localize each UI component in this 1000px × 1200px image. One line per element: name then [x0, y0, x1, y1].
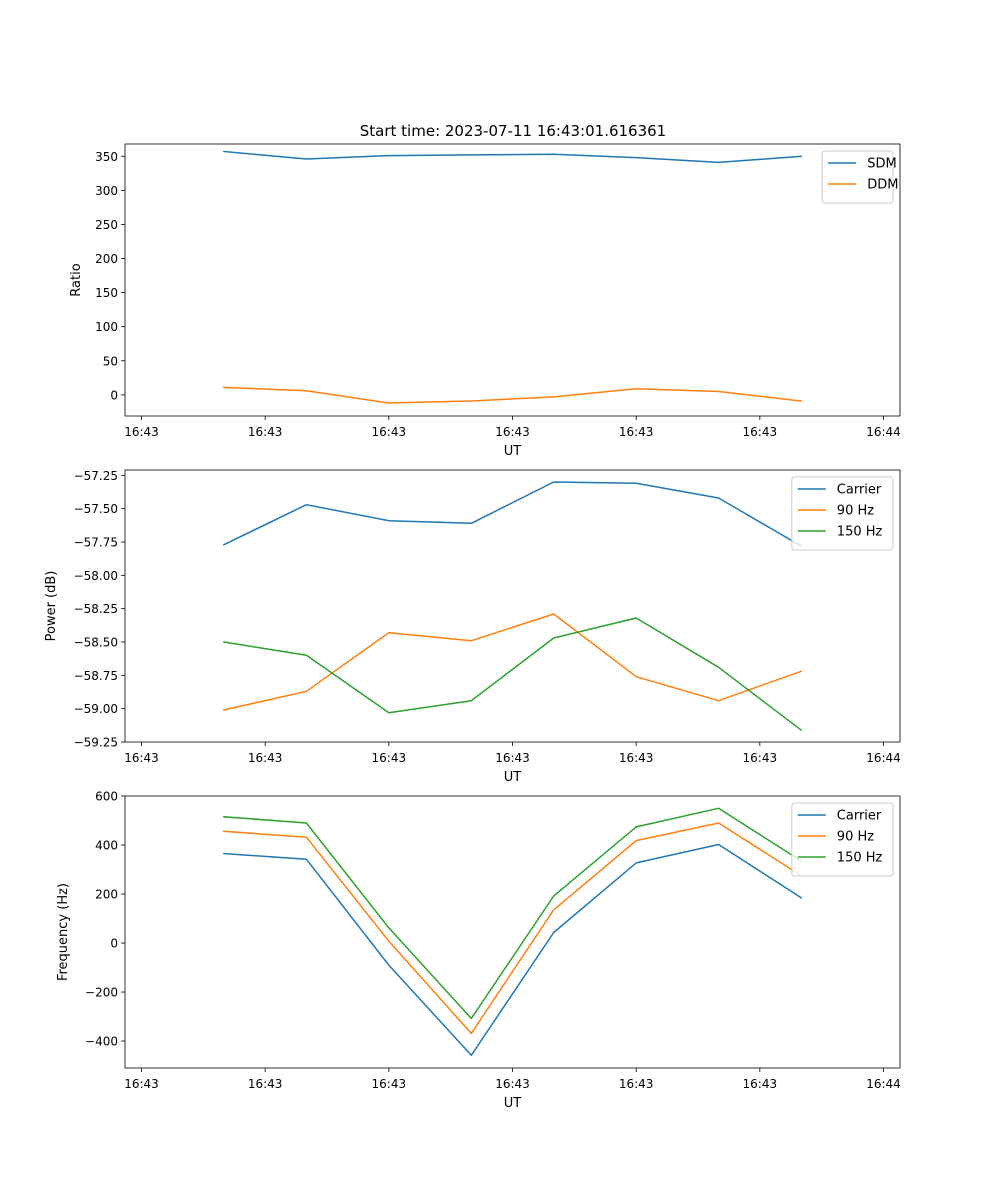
- chart-2-x-tick-label: 16:43: [495, 751, 530, 765]
- chart-3-x-tick-label: 16:43: [743, 1077, 778, 1091]
- chart-3-y-tick-label: −400: [85, 1035, 118, 1049]
- chart-2-series-90-hz: [223, 613, 803, 711]
- chart-1-legend-box: [821, 150, 894, 204]
- chart-1-y-tick-label: 50: [103, 354, 118, 368]
- chart-2-y-axis-label: Power (dB): [44, 571, 59, 642]
- chart-2-y-tick-label: −58.00: [74, 569, 118, 583]
- chart-3-series-90-hz: [223, 822, 803, 1035]
- chart-3-series-150-hz: [223, 807, 803, 1020]
- chart-1-x-tick-label: 16:43: [619, 425, 654, 439]
- chart-3-legend-label: 90 Hz: [837, 830, 874, 845]
- chart-2-x-tick-label: 16:43: [372, 751, 407, 765]
- chart-2: 16:43 16:43 16:43 16:43 16:43 16:43 16:44 −59.2…: [44, 469, 901, 785]
- chart-3-y-tick-label: 0: [110, 937, 118, 951]
- chart-1-y-tick-label: 200: [95, 252, 118, 266]
- chart-3-y-tick-label: 400: [95, 839, 118, 853]
- chart-1-x-axis-label: UT: [504, 444, 522, 459]
- chart-1-y-tick-label: 250: [95, 218, 118, 232]
- chart-2-axes-frame: [124, 469, 901, 743]
- chart-3-x-tick-label: 16:43: [248, 1077, 283, 1091]
- chart-1-x-tick-label: 16:43: [495, 425, 530, 439]
- chart-2-legend-label: Carrier: [837, 483, 882, 498]
- chart-2-x-tick-label: 16:43: [248, 751, 283, 765]
- chart-3-y-axis-label: Frequency (Hz): [56, 883, 71, 981]
- chart-1-x-tick-label: 16:44: [866, 425, 901, 439]
- chart-2-y-tick-label: −57.75: [74, 536, 118, 550]
- chart-2-y-tick-label: −58.50: [74, 636, 118, 650]
- chart-3-x-tick-label: 16:44: [866, 1077, 901, 1091]
- chart-2-legend-label: 90 Hz: [837, 504, 874, 519]
- chart-2-legend-label: 150 Hz: [837, 525, 883, 540]
- chart-3-x-tick-label: 16:43: [495, 1077, 530, 1091]
- chart-3-axes-frame: [124, 795, 901, 1069]
- chart-3-x-tick-label: 16:43: [124, 1077, 159, 1091]
- chart-1-x-tick-label: 16:43: [372, 425, 407, 439]
- chart-1-y-tick-label: 100: [95, 320, 118, 334]
- chart-2-series-150-hz: [223, 617, 803, 732]
- chart-1-legend: SDM DDM: [821, 150, 898, 204]
- figure-title: Start time: 2023-07-11 16:43:01.616361: [360, 122, 666, 140]
- chart-3-x-tick-label: 16:43: [619, 1077, 654, 1091]
- chart-1-legend-label: DDM: [867, 178, 898, 193]
- chart-2-y-tick-label: −58.75: [74, 669, 118, 683]
- chart-1-series-sdm: [223, 150, 802, 164]
- chart-2-x-tick-label: 16:43: [124, 751, 159, 765]
- chart-1-y-tick-label: 350: [95, 150, 118, 164]
- chart-3-x-tick-label: 16:43: [372, 1077, 407, 1091]
- chart-2-y-tick-label: −57.50: [74, 502, 118, 516]
- chart-1-y-tick-label: 300: [95, 184, 118, 198]
- chart-1: 16:43 16:43 16:43 16:43 16:43 16:43 16:44 0 50 10…: [69, 143, 901, 459]
- chart-3-y-tick-label: 200: [95, 888, 118, 902]
- chart-2-y-tick-label: −59.25: [74, 736, 118, 750]
- chart-3-y-tick-label: 600: [95, 790, 118, 804]
- chart-1-legend-label: SDM: [867, 157, 896, 172]
- chart-3-series-carrier: [223, 843, 803, 1057]
- chart-2-y-tick-label: −59.00: [74, 702, 118, 716]
- chart-3-x-axis-label: UT: [504, 1096, 522, 1111]
- chart-2-legend: Carrier 90 Hz 150 Hz: [791, 476, 894, 551]
- chart-1-series-ddm: [223, 386, 802, 404]
- chart-2-y-tick-label: −57.25: [74, 469, 118, 483]
- chart-2-y-tick-label: −58.25: [74, 602, 118, 616]
- chart-1-y-tick-label: 0: [110, 388, 118, 402]
- charts: 16:43 16:43 16:43 16:43 16:43 16:43 16:44 0 50 10…: [44, 143, 901, 1112]
- chart-3-legend-label: Carrier: [837, 809, 882, 824]
- chart-1-x-tick-label: 16:43: [124, 425, 159, 439]
- chart-2-x-axis-label: UT: [504, 770, 522, 785]
- chart-3-y-tick-label: −200: [85, 986, 118, 1000]
- chart-1-y-axis-label: Ratio: [69, 263, 84, 296]
- chart-2-x-tick-label: 16:43: [743, 751, 778, 765]
- chart-1-y-tick-label: 150: [95, 286, 118, 300]
- chart-2-series-carrier: [222, 481, 803, 548]
- chart-1-axes-frame: [124, 143, 901, 417]
- chart-1-x-tick-label: 16:43: [743, 425, 778, 439]
- chart-2-x-tick-label: 16:44: [866, 751, 901, 765]
- chart-1-x-tick-label: 16:43: [248, 425, 283, 439]
- chart-3: 16:43 16:43 16:43 16:43 16:43 16:43 16:44 −400 −…: [56, 790, 901, 1112]
- chart-3-legend-label: 150 Hz: [837, 851, 883, 866]
- chart-2-x-tick-label: 16:43: [619, 751, 654, 765]
- chart-3-legend: Carrier 90 Hz 150 Hz: [791, 802, 894, 877]
